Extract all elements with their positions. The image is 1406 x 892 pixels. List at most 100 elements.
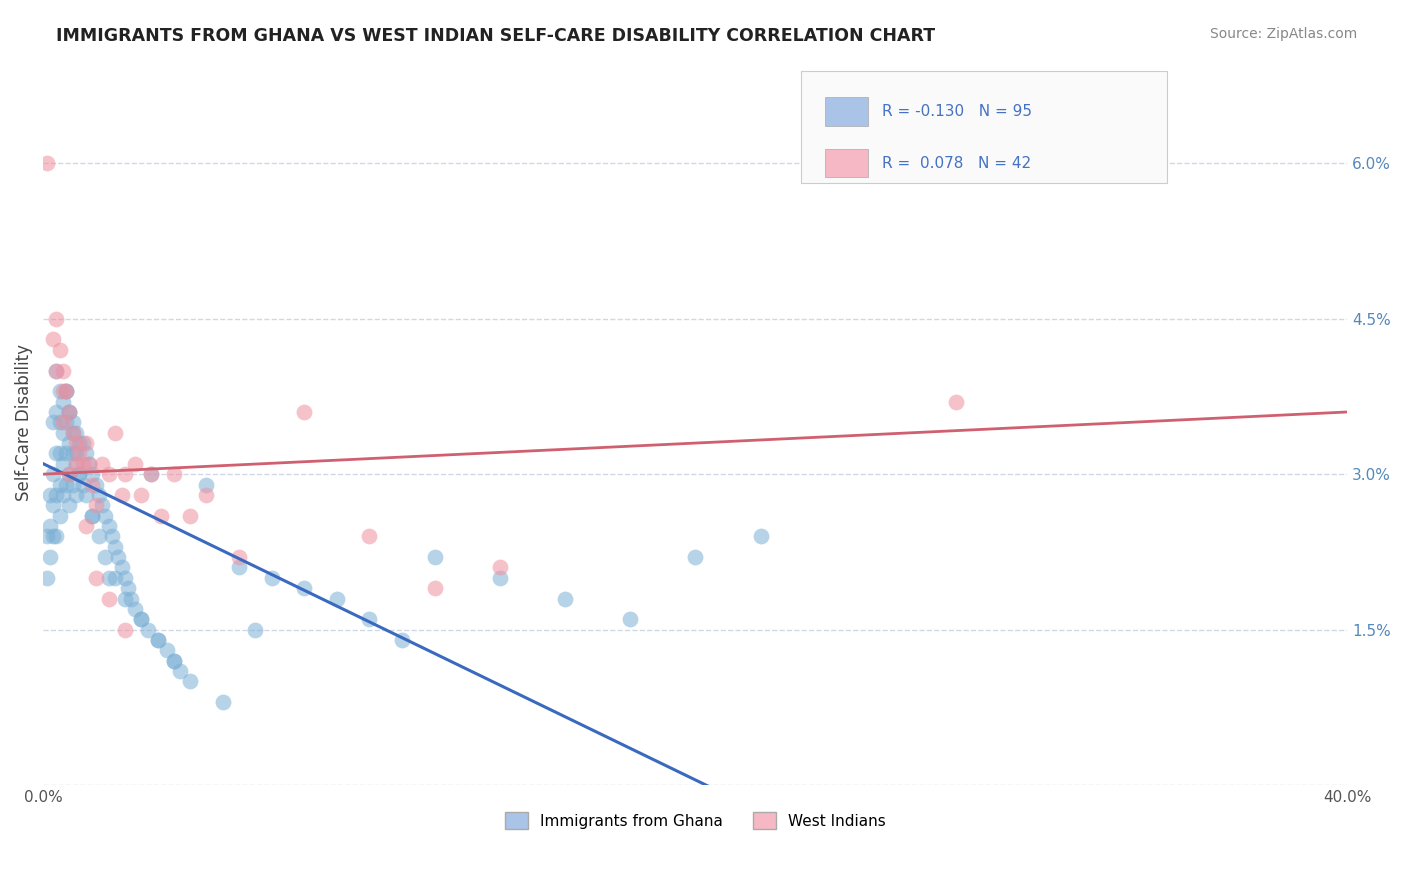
Point xyxy=(685,550,707,565)
Point xyxy=(52,384,75,399)
Point xyxy=(75,519,97,533)
Point xyxy=(42,498,65,512)
Point xyxy=(58,405,80,419)
Point xyxy=(65,488,87,502)
Point xyxy=(45,446,67,460)
Point xyxy=(82,477,104,491)
Point xyxy=(260,571,283,585)
Point xyxy=(48,343,70,357)
Point xyxy=(82,508,104,523)
Point xyxy=(77,457,100,471)
Point xyxy=(58,405,80,419)
Point xyxy=(359,529,381,543)
Point xyxy=(65,436,87,450)
Point xyxy=(48,384,70,399)
Point xyxy=(107,550,129,565)
Point xyxy=(55,384,77,399)
Point xyxy=(48,508,70,523)
Point xyxy=(87,529,110,543)
Point xyxy=(111,488,134,502)
Point xyxy=(62,415,84,429)
Point xyxy=(58,405,80,419)
Point xyxy=(75,436,97,450)
Point xyxy=(35,156,58,170)
Point xyxy=(129,612,152,626)
Point xyxy=(84,571,107,585)
Point xyxy=(45,529,67,543)
Point xyxy=(84,477,107,491)
Point xyxy=(104,571,127,585)
Point xyxy=(58,467,80,482)
Point xyxy=(65,446,87,460)
Text: IMMIGRANTS FROM GHANA VS WEST INDIAN SELF-CARE DISABILITY CORRELATION CHART: IMMIGRANTS FROM GHANA VS WEST INDIAN SEL… xyxy=(56,27,935,45)
Point xyxy=(114,571,136,585)
Point xyxy=(55,384,77,399)
Point xyxy=(488,571,510,585)
Point xyxy=(114,591,136,606)
Point xyxy=(163,654,186,668)
Point xyxy=(42,333,65,347)
Point xyxy=(292,405,315,419)
Point xyxy=(45,363,67,377)
Point xyxy=(75,446,97,460)
Point xyxy=(179,674,201,689)
Point xyxy=(42,529,65,543)
Point xyxy=(48,446,70,460)
Point xyxy=(139,467,162,482)
Point xyxy=(149,508,172,523)
Point xyxy=(228,550,250,565)
Point xyxy=(945,394,967,409)
Point xyxy=(55,446,77,460)
Point xyxy=(292,581,315,595)
Point xyxy=(58,467,80,482)
Point xyxy=(52,394,75,409)
Point xyxy=(488,560,510,574)
Point xyxy=(104,425,127,440)
Point xyxy=(42,467,65,482)
Point xyxy=(423,550,446,565)
Point xyxy=(423,581,446,595)
Point xyxy=(39,550,62,565)
Point xyxy=(55,415,77,429)
Point xyxy=(163,654,186,668)
Point xyxy=(146,632,169,647)
Point xyxy=(169,664,191,678)
Text: R = -0.130   N = 95: R = -0.130 N = 95 xyxy=(882,104,1032,120)
Point xyxy=(101,529,124,543)
Point xyxy=(146,632,169,647)
Point xyxy=(245,623,267,637)
Point xyxy=(52,425,75,440)
Legend: Immigrants from Ghana, West Indians: Immigrants from Ghana, West Indians xyxy=(499,805,893,836)
Point xyxy=(619,612,641,626)
Point xyxy=(82,508,104,523)
Point xyxy=(62,425,84,440)
Point xyxy=(163,467,186,482)
Point xyxy=(91,457,114,471)
Text: R =  0.078   N = 42: R = 0.078 N = 42 xyxy=(882,155,1031,170)
Point xyxy=(67,446,90,460)
Point xyxy=(554,591,576,606)
Point xyxy=(195,488,218,502)
Point xyxy=(124,602,146,616)
Point xyxy=(52,488,75,502)
Point xyxy=(72,477,94,491)
Point xyxy=(35,571,58,585)
Point xyxy=(35,529,58,543)
Point xyxy=(111,560,134,574)
Point xyxy=(129,612,152,626)
Point xyxy=(77,457,100,471)
Point xyxy=(55,384,77,399)
Point xyxy=(91,498,114,512)
Point xyxy=(195,477,218,491)
Point xyxy=(114,467,136,482)
Point xyxy=(124,457,146,471)
Point xyxy=(65,457,87,471)
Point xyxy=(52,457,75,471)
Point xyxy=(65,425,87,440)
Point xyxy=(359,612,381,626)
Point xyxy=(72,436,94,450)
Point xyxy=(45,405,67,419)
Point xyxy=(42,415,65,429)
Point xyxy=(45,488,67,502)
Point xyxy=(84,498,107,512)
